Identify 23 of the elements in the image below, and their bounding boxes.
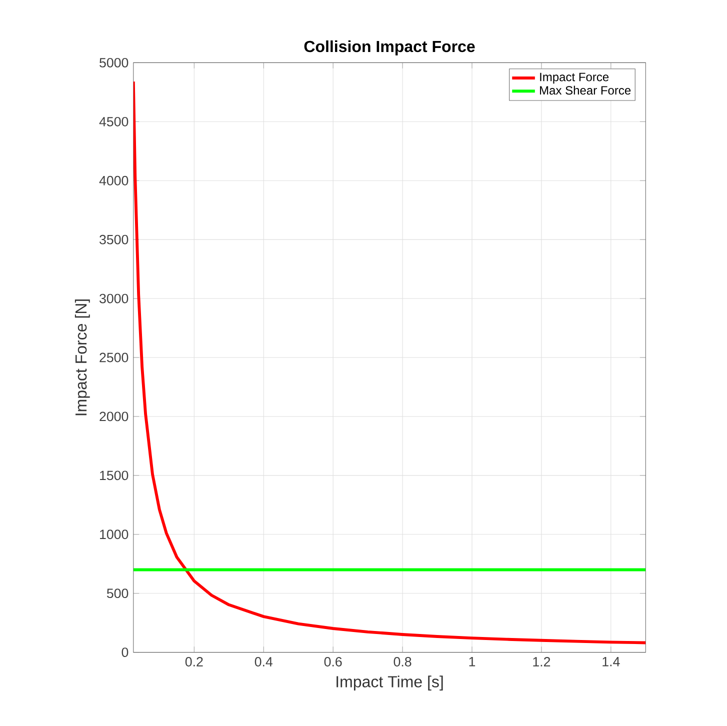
- y-tick-label: 0: [122, 648, 128, 658]
- chart-title: Collision Impact Force: [304, 40, 475, 56]
- y-tick-label: 1500: [100, 470, 128, 480]
- y-tick-label: 2000: [100, 412, 128, 422]
- legend-label: Max Shear Force: [540, 86, 631, 95]
- y-axis-title: Impact Force [N]: [74, 300, 90, 416]
- x-tick-label: 1: [469, 657, 476, 666]
- legend-label: Impact Force: [540, 73, 609, 84]
- x-tick-label: 0.4: [254, 657, 273, 667]
- x-tick-label: 0.8: [394, 657, 412, 667]
- x-tick-label: 1.4: [602, 657, 620, 666]
- x-tick-label: 1.2: [533, 657, 550, 666]
- y-tick-label: 1000: [100, 530, 128, 540]
- y-tick-label: 4000: [99, 176, 128, 186]
- y-tick-label: 2500: [100, 352, 128, 362]
- y-tick-label: 500: [106, 588, 128, 598]
- y-tick-label: 3000: [100, 294, 128, 304]
- y-tick-label: 3500: [100, 235, 128, 244]
- x-tick-label: 0.2: [185, 657, 203, 667]
- y-tick-label: 5000: [100, 58, 128, 68]
- x-tick-label: 0.6: [324, 657, 342, 667]
- x-axis-title: Impact Time [s]: [336, 676, 443, 691]
- y-tick-label: 4500: [99, 117, 128, 127]
